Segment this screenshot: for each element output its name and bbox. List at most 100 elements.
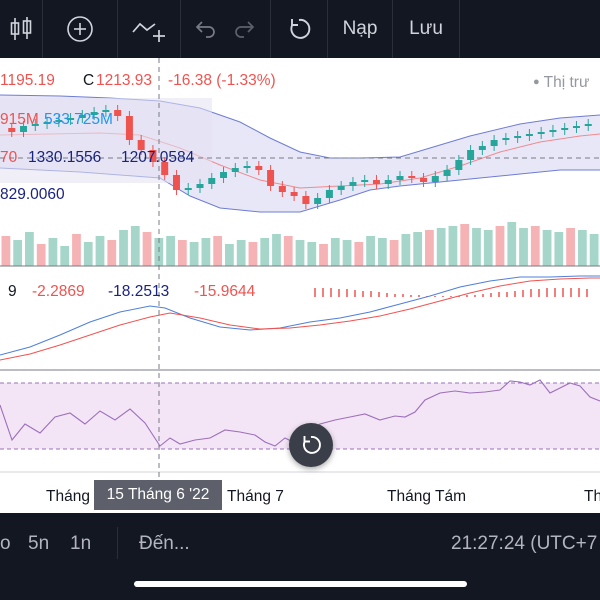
volume-value-1: 915M bbox=[0, 111, 39, 128]
ohlc-low-value: 1195.19 bbox=[0, 72, 55, 89]
volume-bar bbox=[107, 240, 117, 266]
candle-body bbox=[561, 128, 569, 130]
volume-bar bbox=[13, 240, 23, 266]
candle-body bbox=[572, 126, 580, 128]
candle-body bbox=[337, 186, 345, 190]
status-dot-icon: ● bbox=[533, 76, 540, 88]
volume-bar bbox=[236, 240, 246, 266]
volume-bar bbox=[307, 242, 317, 266]
volume-value-2: 533.725M bbox=[44, 111, 113, 128]
candle-body bbox=[149, 150, 157, 162]
macd-period: 9 bbox=[8, 283, 17, 300]
interval-1n[interactable]: 1n bbox=[70, 533, 92, 554]
candle-body bbox=[302, 196, 310, 204]
macd-signal-line bbox=[0, 277, 600, 361]
save-button[interactable]: Lưu bbox=[393, 0, 459, 58]
volume-bar bbox=[542, 230, 552, 266]
candle-body bbox=[384, 180, 392, 184]
volume-bar bbox=[1, 236, 11, 266]
home-indicator bbox=[134, 581, 467, 587]
volume-bar bbox=[589, 234, 599, 266]
interval-partial[interactable]: o bbox=[0, 533, 11, 554]
volume-bar bbox=[342, 240, 352, 266]
toolbar-divider bbox=[117, 0, 118, 58]
candle-body bbox=[490, 140, 498, 146]
candle-body bbox=[420, 178, 428, 182]
add-indicator-icon[interactable] bbox=[43, 0, 117, 58]
reset-chart-button[interactable] bbox=[289, 423, 333, 467]
candle-body bbox=[172, 175, 180, 190]
reset-icon[interactable] bbox=[271, 0, 327, 58]
candle-body bbox=[114, 110, 122, 116]
volume-bar bbox=[72, 234, 81, 266]
volume-bar bbox=[425, 230, 434, 266]
candle-body bbox=[125, 116, 133, 140]
candle-body bbox=[455, 160, 463, 170]
macd-signal-value: -15.9644 bbox=[194, 283, 256, 300]
candle-body bbox=[55, 120, 63, 122]
candle-body bbox=[8, 128, 16, 132]
volume-bar bbox=[189, 242, 199, 266]
volume-bar bbox=[577, 230, 587, 266]
candle-body bbox=[161, 162, 169, 175]
candle-body bbox=[90, 112, 98, 115]
candle-body bbox=[208, 178, 216, 184]
market-status-text: Thị trư bbox=[543, 74, 590, 91]
toolbar-divider bbox=[392, 0, 393, 58]
save-label: Lưu bbox=[409, 18, 443, 39]
volume-bar bbox=[142, 232, 152, 266]
volume-bar bbox=[472, 228, 481, 266]
goto-date-button[interactable]: Đến... bbox=[139, 533, 190, 554]
macd-line bbox=[0, 275, 600, 356]
volume-bar bbox=[413, 232, 423, 266]
candle-body bbox=[290, 192, 298, 196]
candles-icon[interactable] bbox=[0, 0, 42, 58]
candle-body bbox=[78, 115, 86, 118]
volume-bar bbox=[401, 234, 411, 266]
candle-body bbox=[467, 150, 475, 160]
volume-bar bbox=[95, 236, 105, 266]
reset-icon bbox=[303, 436, 321, 454]
volume-bar bbox=[177, 240, 187, 266]
volume-bar bbox=[295, 240, 305, 266]
volume-bar bbox=[330, 238, 340, 266]
candle-body bbox=[349, 182, 357, 186]
undo-icon[interactable] bbox=[188, 0, 224, 58]
candle-body bbox=[408, 176, 416, 178]
bollinger-value-3: 1207.0584 bbox=[121, 149, 195, 166]
candle-body bbox=[549, 130, 557, 132]
volume-bar bbox=[507, 222, 517, 266]
x-axis-label-august: Tháng Tám bbox=[387, 488, 466, 505]
candle-body bbox=[478, 146, 486, 150]
volume-bar bbox=[554, 232, 564, 266]
volume-bar bbox=[319, 244, 328, 266]
bollinger-value-2: 1330.1556 bbox=[28, 149, 102, 166]
x-axis-label-september: Th bbox=[584, 488, 600, 505]
volume-bar bbox=[25, 232, 34, 266]
compare-icon[interactable] bbox=[118, 0, 180, 58]
timezone-clock[interactable]: 21:27:24 (UTC+7 bbox=[451, 533, 598, 554]
candle-body bbox=[372, 180, 380, 184]
volume-bar bbox=[354, 242, 364, 266]
volume-bar bbox=[460, 224, 470, 266]
reload-button[interactable]: Nạp bbox=[328, 0, 392, 58]
volume-bar bbox=[201, 238, 211, 266]
candle-body bbox=[278, 186, 286, 192]
top-toolbar: Nạp Lưu bbox=[0, 0, 600, 58]
toolbar-divider bbox=[327, 0, 328, 58]
ohlc-close-value: 1213.93 bbox=[96, 72, 153, 89]
candle-body bbox=[196, 184, 204, 188]
candle-body bbox=[255, 166, 263, 170]
ohlc-change: -16.38 (-1.33%) bbox=[168, 72, 276, 89]
volume-bar bbox=[260, 238, 270, 266]
toolbar-divider bbox=[42, 0, 43, 58]
candle-body bbox=[584, 124, 592, 126]
candle-body bbox=[184, 188, 192, 190]
volume-bar bbox=[225, 244, 234, 266]
candle-body bbox=[67, 118, 75, 120]
bottom-divider bbox=[117, 527, 118, 559]
candle-body bbox=[267, 170, 275, 186]
volume-bar bbox=[213, 236, 223, 266]
interval-5n[interactable]: 5n bbox=[28, 533, 50, 554]
redo-icon[interactable] bbox=[226, 0, 262, 58]
